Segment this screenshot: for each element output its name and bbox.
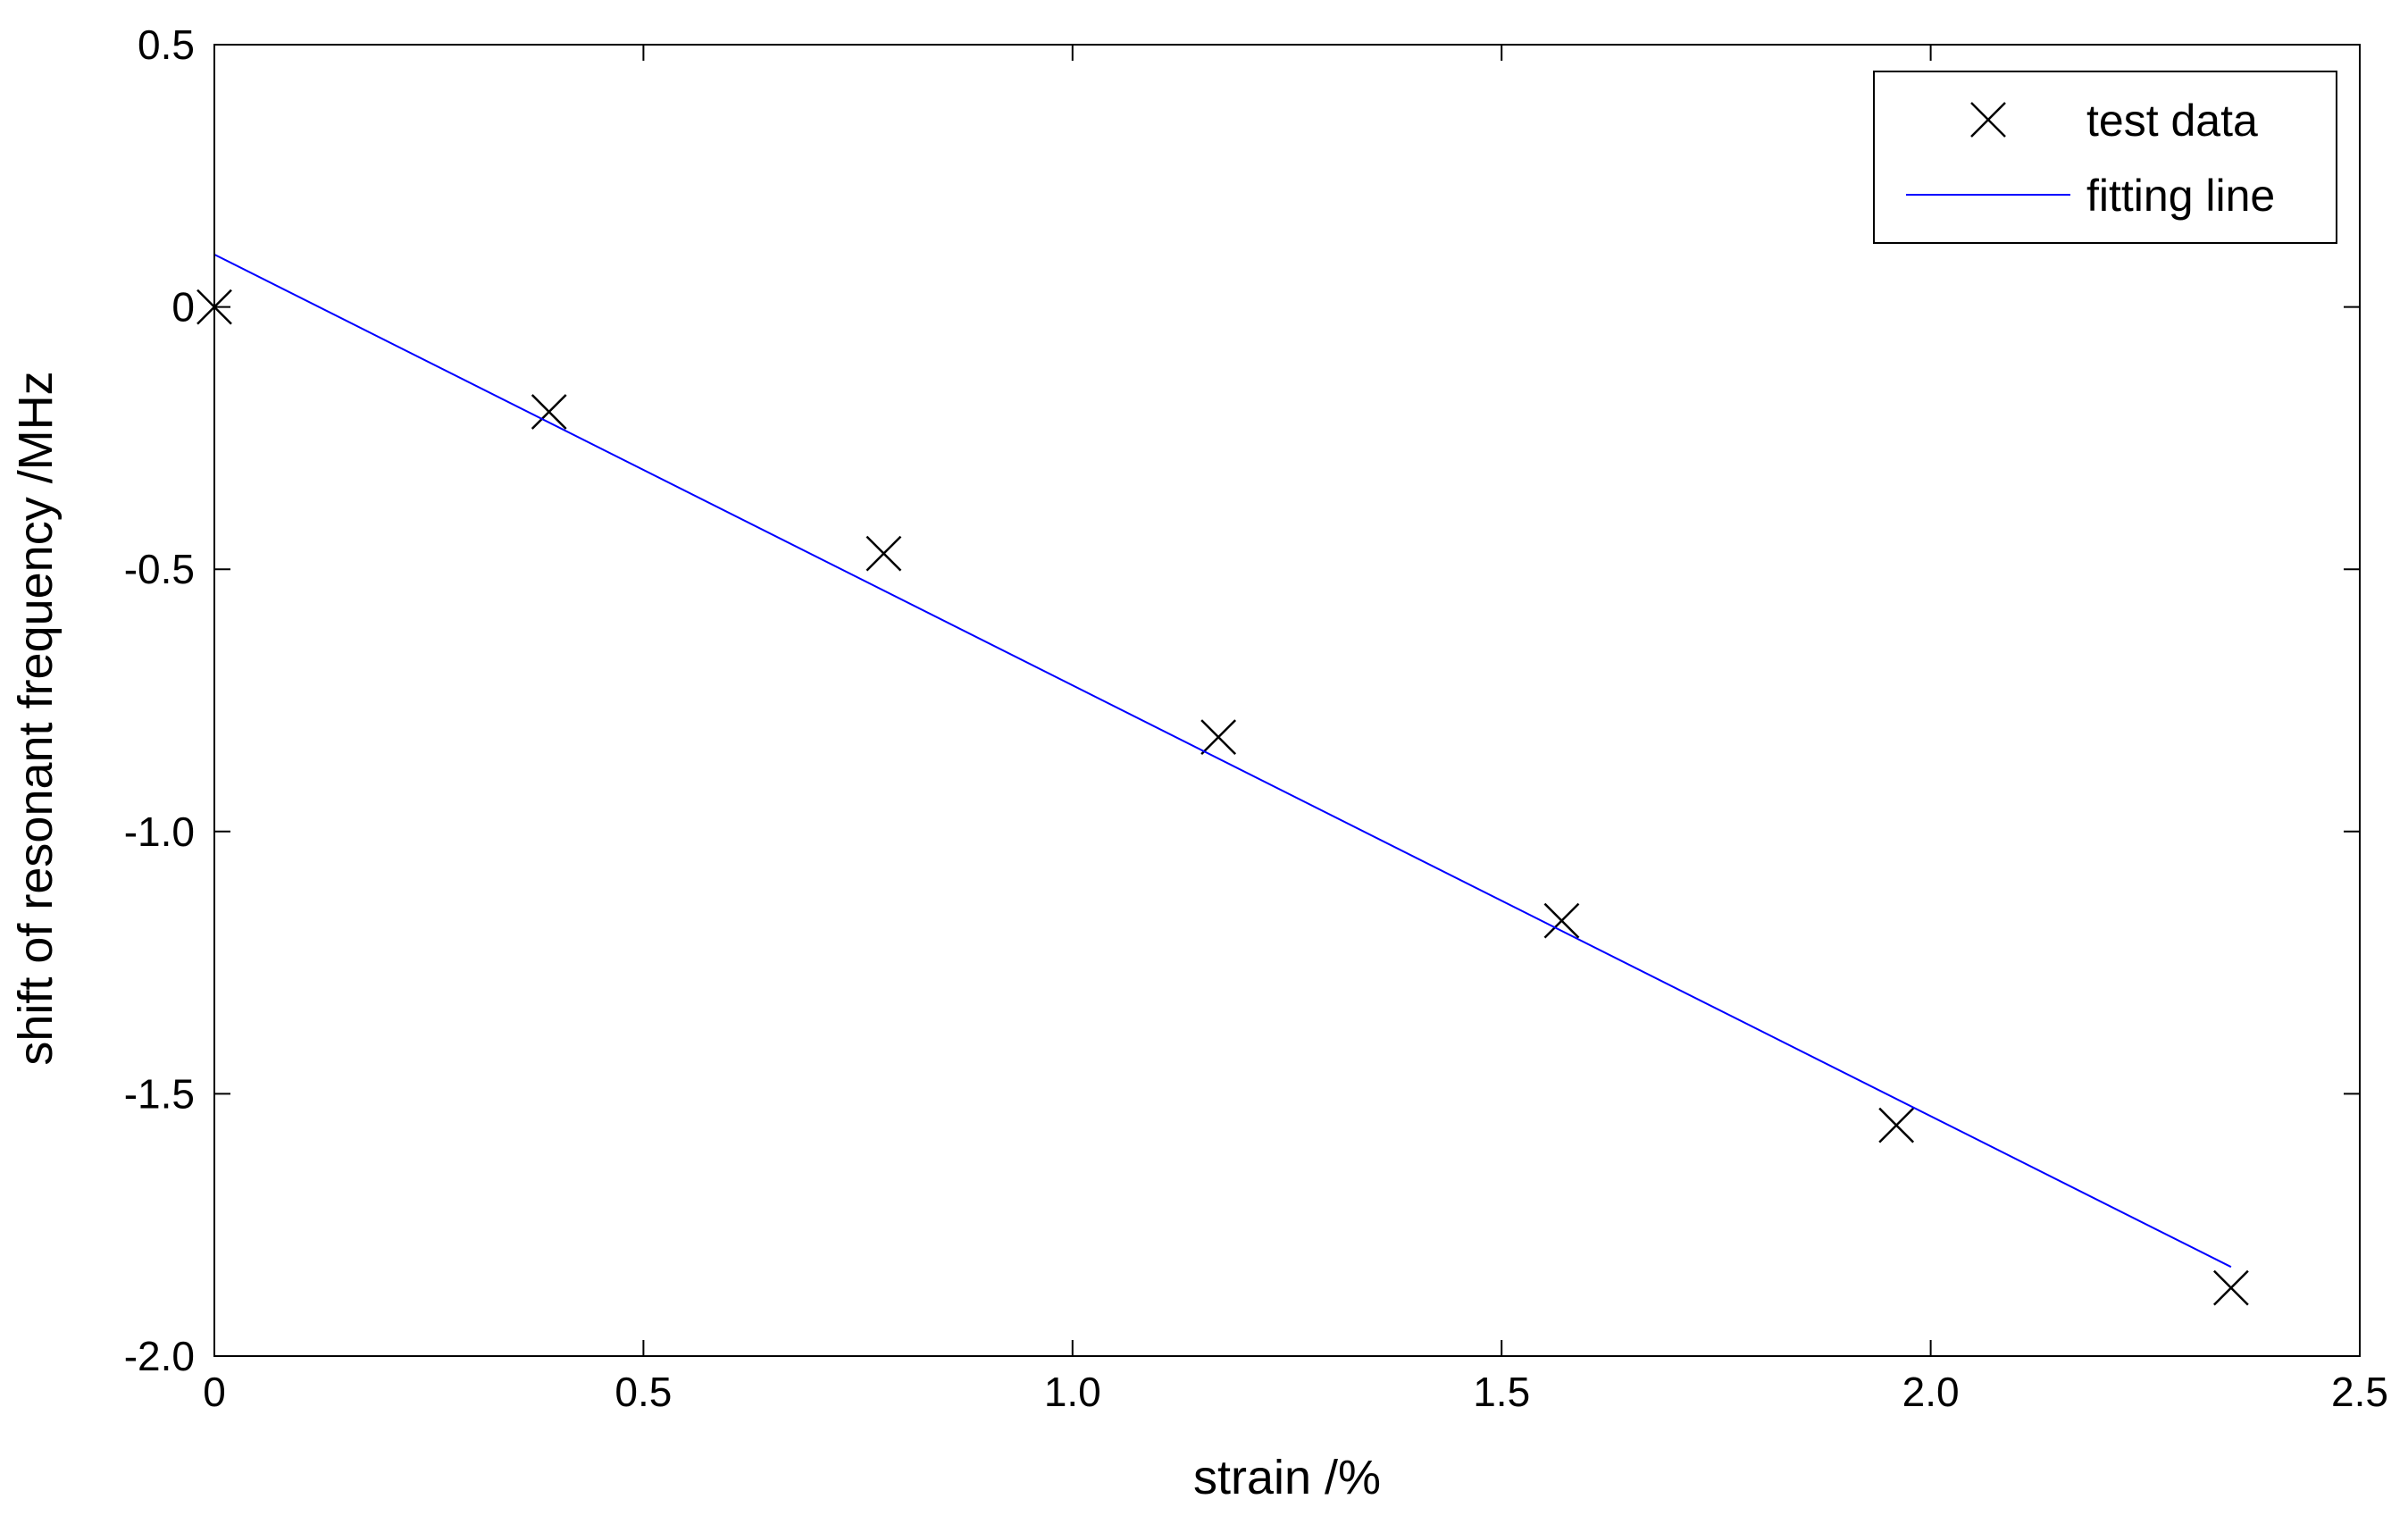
legend-label-test-data: test data bbox=[2086, 96, 2258, 146]
tick-labels: 0 0.5 1.0 1.5 2.0 2.5 0.5 0 -0.5 -1.0 -1.5 -2.0 bbox=[124, 21, 2388, 1415]
data-point bbox=[1200, 719, 1237, 755]
x-tick-label: 1.0 bbox=[1044, 1369, 1101, 1415]
legend-box bbox=[1873, 71, 2337, 244]
legend-label-fitting-line: fitting line bbox=[2086, 171, 2275, 221]
x-axis-label: strain /% bbox=[1193, 1451, 1381, 1504]
x-tick-label: 2.5 bbox=[2331, 1369, 2388, 1415]
x-tick-label: 0 bbox=[203, 1369, 226, 1415]
data-point bbox=[2212, 1269, 2249, 1306]
x-tick-label: 1.5 bbox=[1473, 1369, 1530, 1415]
data-point bbox=[1878, 1107, 1915, 1143]
y-tick-label: -1.0 bbox=[124, 808, 195, 855]
y-tick-label: -0.5 bbox=[124, 546, 195, 592]
legend: test data fitting line bbox=[1873, 71, 2337, 244]
x-tick-label: 0.5 bbox=[615, 1369, 672, 1415]
legend-marker-test-data bbox=[1970, 102, 2006, 138]
y-tick-label: 0.5 bbox=[138, 21, 195, 68]
axes-frame bbox=[213, 44, 2361, 1357]
y-axis-label: shift of resonant frequency /MHz bbox=[9, 371, 63, 1065]
y-tick-label: -1.5 bbox=[124, 1070, 195, 1117]
y-tick-label: -2.0 bbox=[124, 1333, 195, 1379]
plot-area bbox=[196, 253, 2249, 1306]
y-tick-label: 0 bbox=[171, 284, 195, 331]
x-tick-label: 2.0 bbox=[1902, 1369, 1960, 1415]
data-point bbox=[531, 394, 567, 430]
data-point bbox=[865, 535, 902, 572]
fitting-line bbox=[213, 253, 2232, 1269]
data-point bbox=[1543, 902, 1580, 939]
